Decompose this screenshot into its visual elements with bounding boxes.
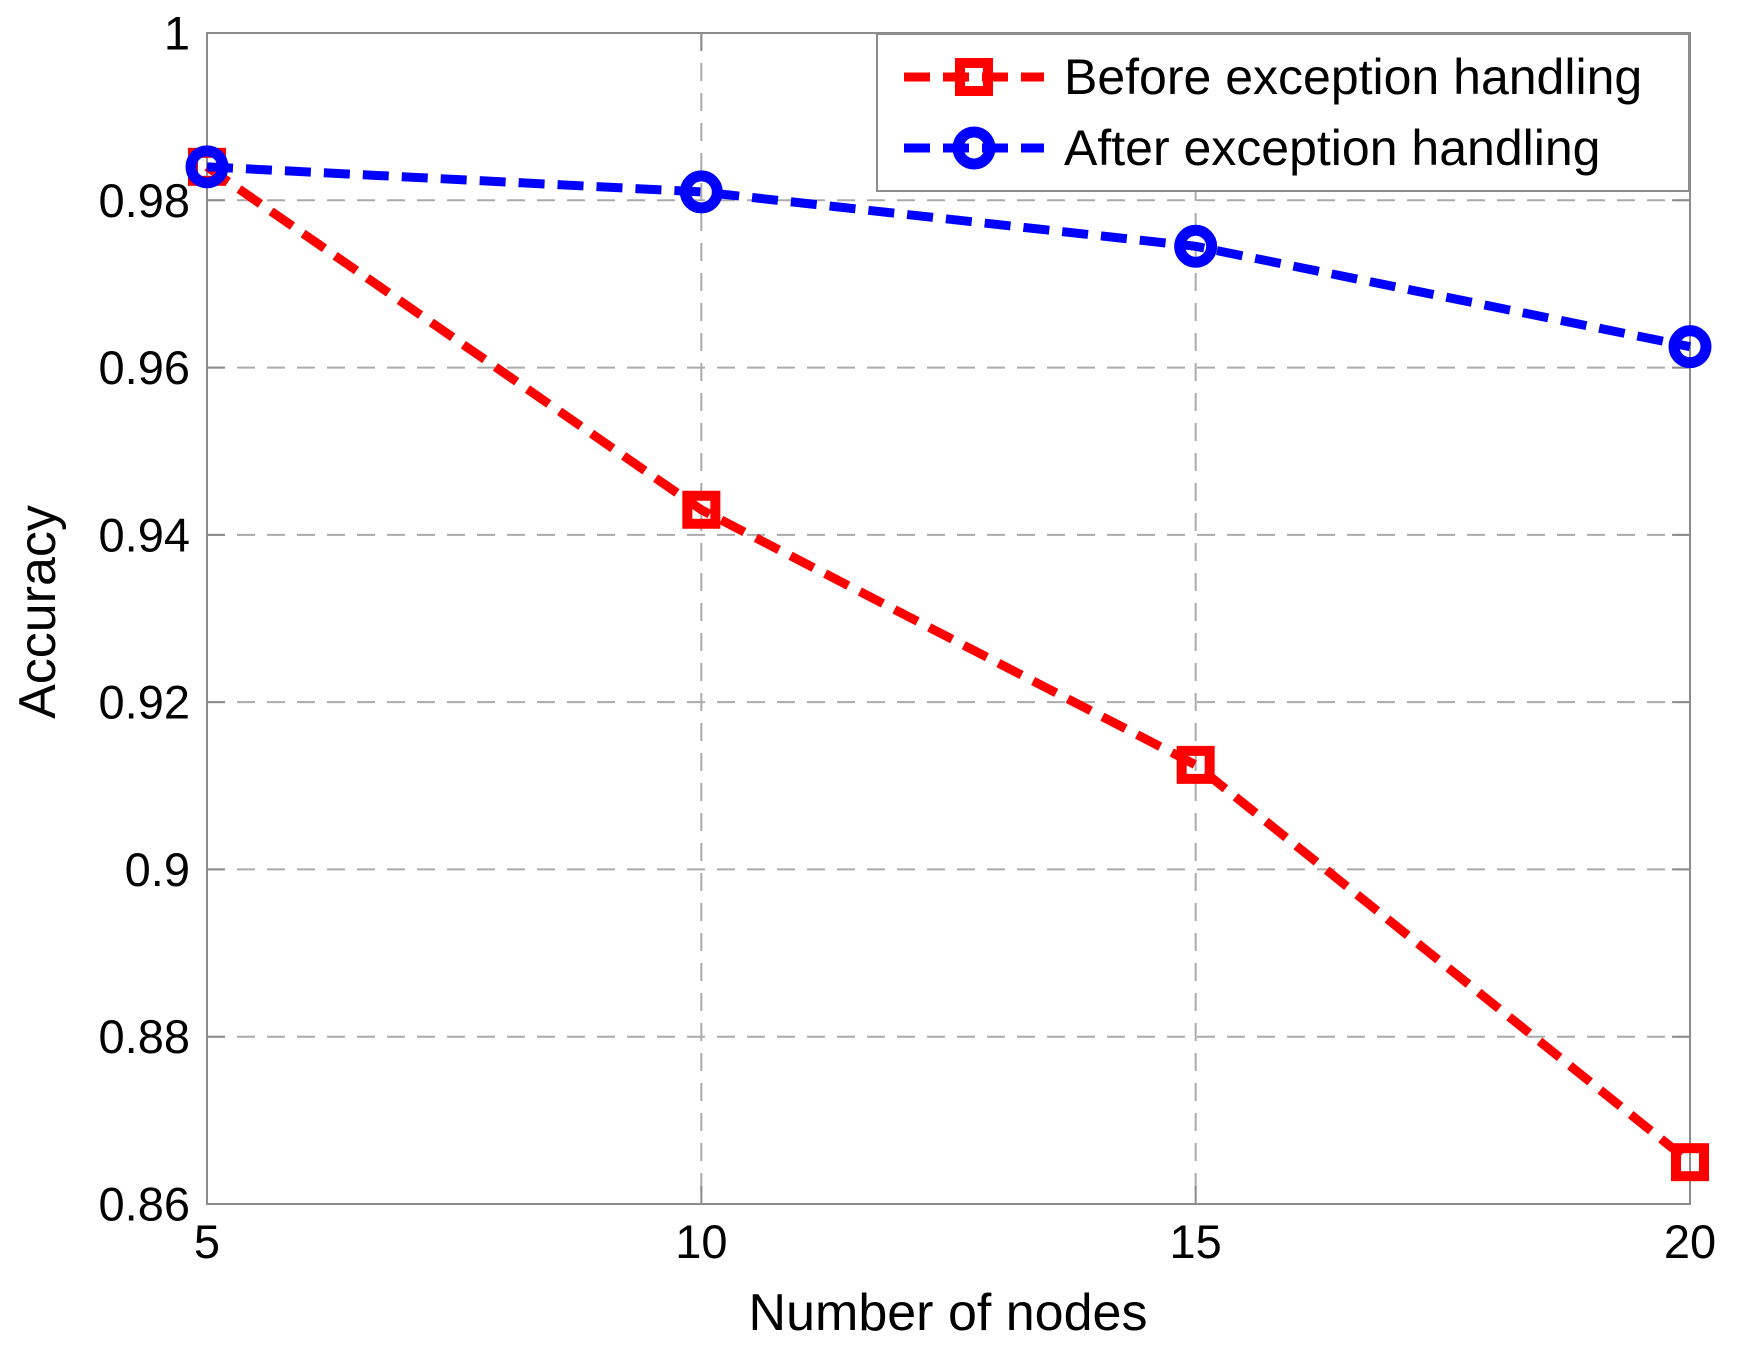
y-tick-label: 0.88 <box>99 1010 190 1063</box>
square-marker <box>1671 1143 1709 1182</box>
y-tick-label: 0.94 <box>99 508 190 561</box>
series-line-0 <box>204 163 1693 1166</box>
legend-item-0: Before exception handling <box>904 48 1688 106</box>
circle-marker <box>952 126 996 170</box>
y-tick-label: 0.98 <box>99 174 190 227</box>
y-tick-label: 0.9 <box>125 843 190 896</box>
x-tick-label: 10 <box>675 1215 727 1268</box>
x-tick-label: 15 <box>1170 1215 1222 1268</box>
legend-label: Before exception handling <box>1064 49 1643 105</box>
square-marker <box>682 490 721 529</box>
legend-sample-square-icon <box>904 58 1044 96</box>
circle-marker <box>1174 224 1218 268</box>
x-tick-label: 5 <box>194 1215 220 1268</box>
legend-sample-circle-icon <box>904 126 1044 170</box>
y-tick-label: 0.92 <box>99 676 190 729</box>
legend-label: After exception handling <box>1064 120 1601 176</box>
circle-marker <box>1668 325 1712 369</box>
legend: Before exception handling After exception… <box>876 33 1690 192</box>
square-marker <box>1176 745 1215 784</box>
x-tick-label: 20 <box>1664 1215 1716 1268</box>
y-tick-label: 0.96 <box>99 341 190 394</box>
x-axis-title: Number of nodes <box>748 1284 1148 1342</box>
y-axis-title: Accuracy <box>9 505 67 719</box>
square-marker <box>955 58 993 96</box>
circle-marker <box>185 145 229 189</box>
y-tick-label: 1 <box>164 7 190 60</box>
series-line-1 <box>206 162 1691 352</box>
legend-item-1: After exception handling <box>904 119 1688 177</box>
circle-marker <box>679 170 723 214</box>
y-tick-label: 0.86 <box>99 1178 190 1231</box>
plot-border <box>206 32 1691 1205</box>
